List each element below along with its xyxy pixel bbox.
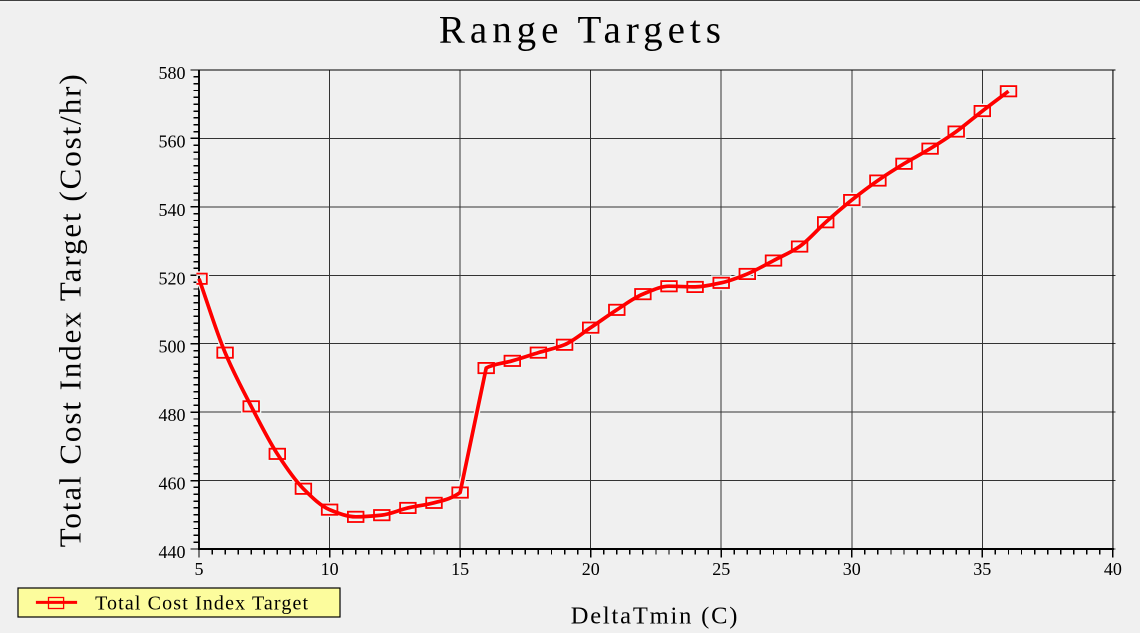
svg-text:560: 560 <box>159 131 186 151</box>
svg-text:540: 540 <box>159 200 186 220</box>
svg-text:35: 35 <box>973 559 991 579</box>
svg-text:15: 15 <box>451 559 469 579</box>
svg-text:Range Targets: Range Targets <box>439 8 726 51</box>
svg-text:30: 30 <box>843 559 861 579</box>
svg-text:500: 500 <box>159 337 186 357</box>
svg-text:DeltaTmin (C): DeltaTmin (C) <box>571 603 740 630</box>
svg-text:580: 580 <box>159 63 186 83</box>
svg-text:Total Cost Index Target: Total Cost Index Target <box>95 592 309 614</box>
svg-text:20: 20 <box>582 559 600 579</box>
svg-text:5: 5 <box>195 559 204 579</box>
svg-text:40: 40 <box>1104 559 1122 579</box>
svg-text:440: 440 <box>159 542 186 562</box>
svg-text:480: 480 <box>159 405 186 425</box>
svg-text:520: 520 <box>159 268 186 288</box>
svg-text:10: 10 <box>321 559 339 579</box>
svg-text:460: 460 <box>159 474 186 494</box>
svg-text:25: 25 <box>712 559 730 579</box>
svg-text:Total Cost Index Target (Cost/: Total Cost Index Target (Cost/hr) <box>53 72 88 547</box>
